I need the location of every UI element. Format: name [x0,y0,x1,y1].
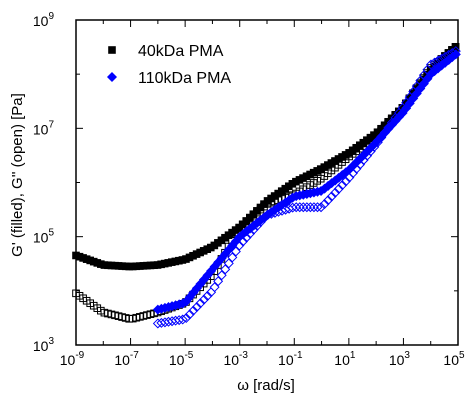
loss-point [333,183,344,194]
loss-point [191,301,202,312]
loss-point [209,282,220,293]
loss-point [177,314,188,325]
loss-point [287,202,298,213]
x-tick-label: 103 [389,350,411,368]
x-tick-label: 10-1 [278,350,303,368]
y-axis-label: G' (filled), G'' (open) [Pa] [9,93,26,257]
loss-point [298,202,309,213]
loss-point [308,202,319,213]
y-tick-label: 107 [33,119,55,137]
loss-point [216,270,227,281]
x-tick-label: 105 [443,350,465,368]
axis-ticks-layer: 10-9 10-7 10-5 10-3 10-1 101 103 105 103 105 107 10… [33,11,465,368]
x-axis-label: ω [rad/s] [237,377,295,394]
storage-point [450,49,461,60]
loss-point [330,187,341,198]
legend-marker [106,71,118,83]
loss-point [425,59,436,70]
loss-point [181,313,192,324]
legend: 40kDa PMA 110kDa PMA [106,43,231,87]
y-tick-label: 109 [33,11,55,29]
loss-point [312,202,323,213]
loss-point [319,199,330,210]
legend-label: 40kDa PMA [138,43,224,60]
x-tick-label: 10-5 [169,350,194,368]
plot-border [75,19,459,346]
y-tick-label: 105 [33,228,55,246]
loss-point [223,258,234,269]
legend-label: 110kDa PMA [138,70,231,87]
loss-point [323,195,334,206]
x-tick-label: 10-7 [114,350,139,368]
loss-point [326,191,337,202]
loss-point [220,264,231,275]
loss-point [294,202,305,213]
plot-frame-layer [75,19,459,346]
series-2 [152,46,461,329]
data-series-layer [72,42,461,329]
loss-point [316,202,327,213]
loss-point [202,290,213,301]
loss-point [213,276,224,287]
loss-point [291,202,302,213]
legend-marker [108,46,116,54]
loss-point [198,294,209,305]
x-tick-label: 10-3 [223,350,248,368]
loss-point [227,252,238,263]
loss-point [305,202,316,213]
loss-point [195,298,206,309]
x-tick-label: 10-9 [60,350,85,368]
x-tick-label: 101 [334,350,356,368]
loss-point [301,202,312,213]
series-1 [72,42,460,323]
loss-point [184,309,195,320]
loss-point [340,176,351,187]
y-tick-label: 103 [33,336,55,354]
loss-point [188,305,199,316]
loss-point [337,180,348,191]
